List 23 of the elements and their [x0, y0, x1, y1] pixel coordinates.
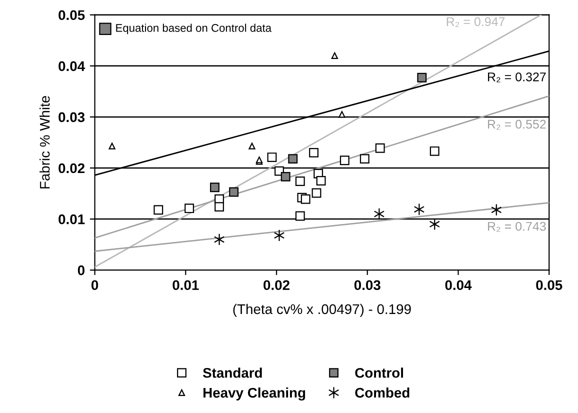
x-tick-label: 0 [91, 280, 98, 290]
y-tick-label: 0 [78, 265, 84, 276]
legend-label: Control [355, 368, 403, 378]
series-label: R₂ = 0.552 [488, 120, 546, 130]
series-label: R₂ = 0.327 [488, 72, 546, 82]
y-axis-title: Fabric % White [40, 96, 50, 188]
series-label: R₂ = 0.743 [488, 222, 546, 232]
series-label: R₂ = 0.947 [446, 17, 505, 28]
y-tick-label: 0.01 [58, 214, 85, 224]
x-axis-title: (Theta cv% x .00497) - 0.199 [233, 304, 411, 317]
legend-label: Heavy Cleaning [203, 387, 306, 400]
y-tick-label: 0.02 [58, 163, 85, 174]
y-tick-label: 0.04 [58, 61, 85, 72]
annotation: Equation based on Control data [116, 24, 272, 34]
legend-label: Combed [355, 387, 410, 398]
x-tick-label: 0.05 [536, 280, 562, 290]
y-tick-label: 0.05 [58, 10, 85, 20]
legend-label: Standard [202, 368, 262, 378]
x-tick-label: 0.02 [264, 280, 290, 290]
x-tick-label: 0.04 [445, 280, 472, 290]
y-tick-label: 0.03 [58, 112, 85, 122]
x-tick-label: 0.01 [172, 280, 199, 290]
x-tick-label: 0.03 [354, 280, 380, 290]
